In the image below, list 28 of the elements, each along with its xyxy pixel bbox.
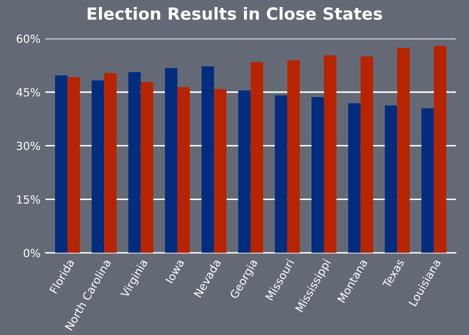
y-tick-label: 15% xyxy=(17,195,40,204)
bar xyxy=(238,90,251,253)
bar xyxy=(312,97,324,253)
y-tick-label: 0% xyxy=(24,248,40,258)
bar xyxy=(274,95,288,253)
bar xyxy=(421,108,434,253)
bar xyxy=(55,75,68,253)
bar xyxy=(67,77,80,253)
bar xyxy=(360,56,374,253)
bar xyxy=(92,80,104,253)
bar xyxy=(104,73,117,253)
y-tick-label: 30% xyxy=(16,142,40,150)
bar xyxy=(397,48,410,253)
bar xyxy=(214,89,226,253)
bar xyxy=(287,60,300,253)
y-tick-label: 60% xyxy=(16,34,40,43)
bar xyxy=(140,82,154,253)
bar xyxy=(128,72,141,253)
bar xyxy=(250,62,264,253)
bar xyxy=(384,105,398,253)
bar xyxy=(348,103,361,253)
bar xyxy=(324,55,336,253)
bar xyxy=(202,66,214,253)
chart-title: Election Results in Close States xyxy=(88,7,382,20)
bar xyxy=(177,87,190,253)
y-tick-label: 45% xyxy=(16,88,40,97)
bar xyxy=(434,46,446,253)
bar xyxy=(164,68,178,253)
